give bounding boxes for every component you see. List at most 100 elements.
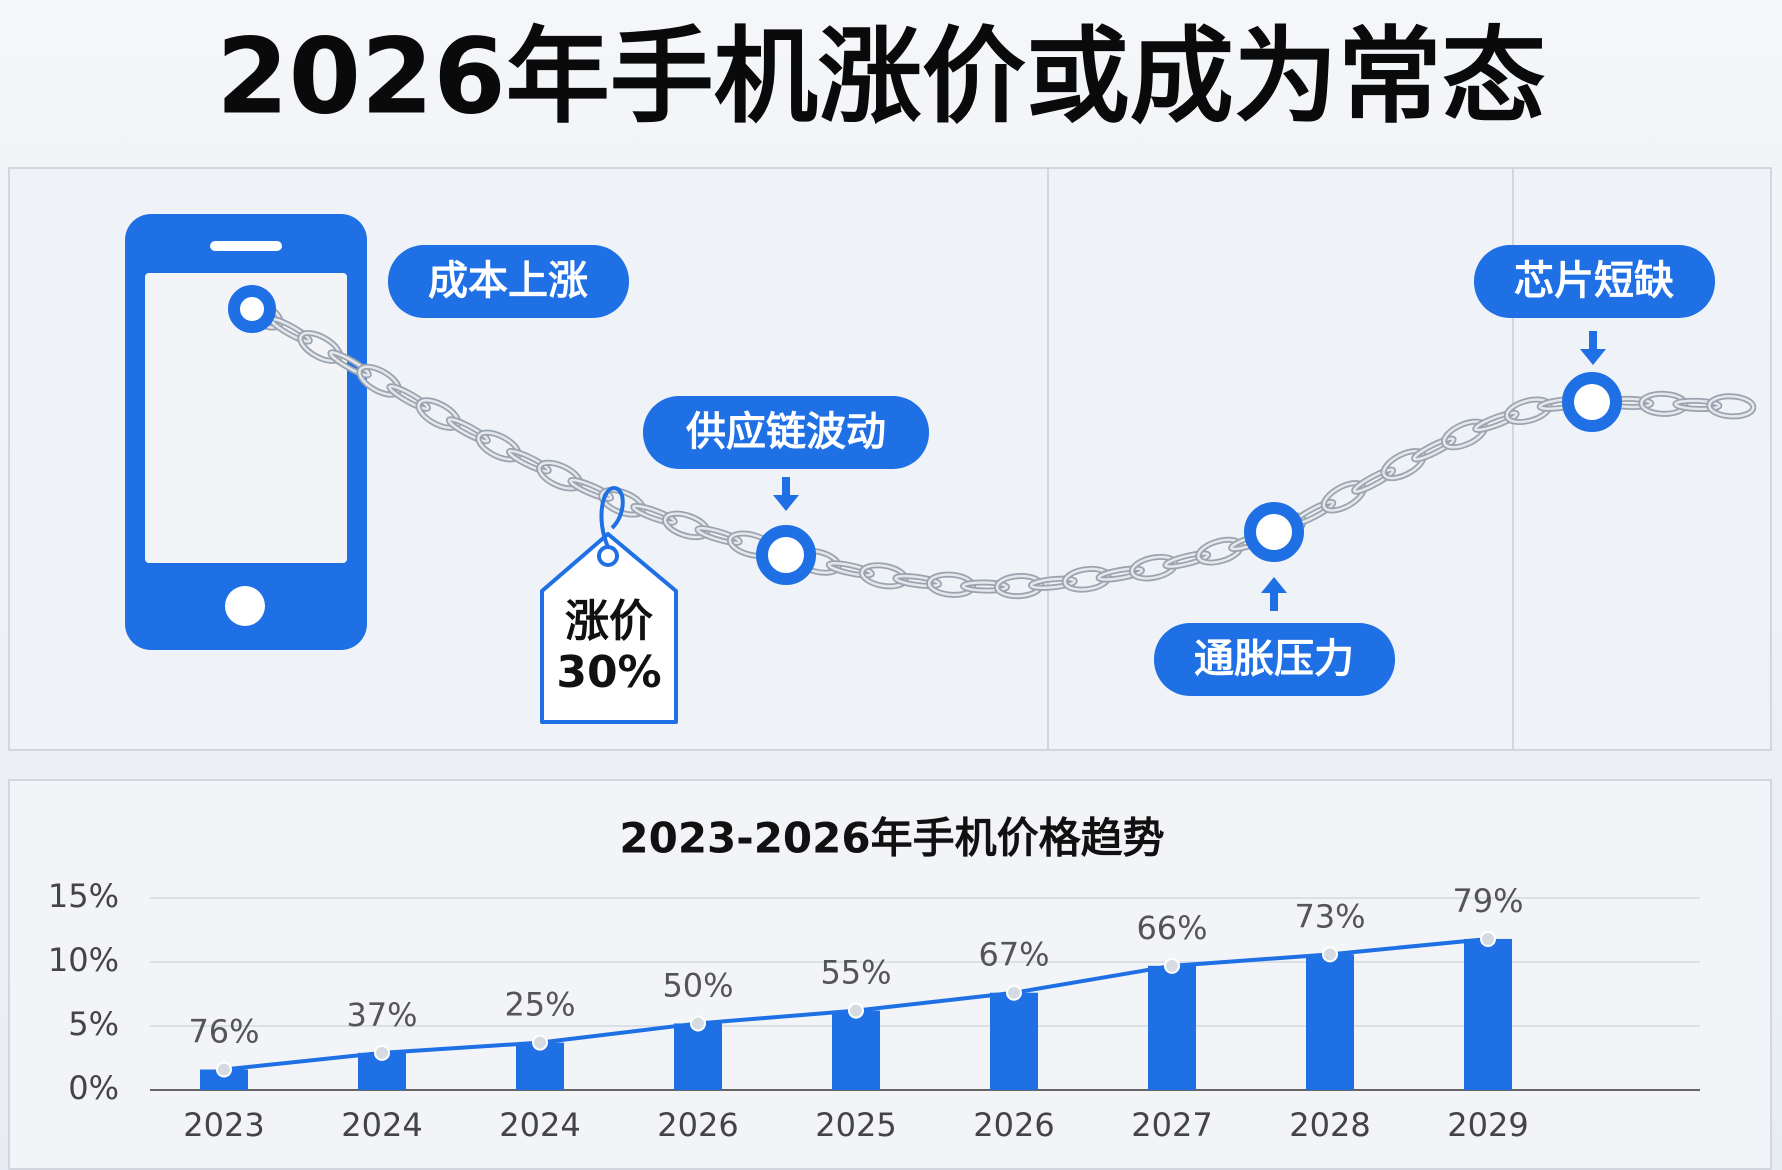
- point-label: 67%: [978, 936, 1049, 974]
- chain-link-shine: [1029, 577, 1077, 590]
- y-tick-label: 5%: [68, 1005, 119, 1043]
- chain-link-shine: [388, 384, 430, 411]
- chain-link-shine: [1164, 552, 1210, 568]
- chain-link-shine: [1352, 468, 1395, 493]
- chain-link-shine: [600, 488, 645, 516]
- phone-screen: [145, 273, 347, 563]
- x-tick-label: 2029: [1447, 1106, 1528, 1144]
- label-text: 芯片短缺: [1514, 258, 1674, 304]
- chain-link-shine: [632, 504, 676, 524]
- chain-link-shine: [299, 331, 342, 363]
- chain-link-shine: [1382, 449, 1425, 480]
- phone-icon: [125, 214, 367, 650]
- bar: [990, 992, 1038, 1090]
- trend-point: [216, 1061, 232, 1078]
- phone-button: [225, 586, 265, 626]
- chain-link-shine: [1640, 392, 1687, 416]
- bar: [200, 1069, 248, 1090]
- chain-link-shine: [1322, 481, 1365, 512]
- label-pill: [388, 245, 629, 318]
- chain-link-shine: [507, 449, 551, 473]
- point-label: 50%: [662, 966, 733, 1004]
- page-title: 2026年手机涨价或成为常态: [216, 15, 1545, 137]
- x-tick-label: 2024: [341, 1106, 422, 1144]
- x-tick-label: 2028: [1289, 1106, 1370, 1144]
- chain-node: [1562, 372, 1622, 432]
- arrow-down: [1580, 331, 1606, 365]
- chart-title: 2023-2026年手机价格趋势: [619, 814, 1164, 863]
- chain-node: [1244, 502, 1304, 562]
- chain-link-shine: [358, 365, 401, 396]
- trend-point: [848, 1002, 864, 1019]
- chain-node: [756, 525, 816, 585]
- chain-link-shine: [1708, 395, 1755, 418]
- trend-point: [374, 1044, 390, 1061]
- chain-link-shine: [537, 461, 582, 490]
- trend-point: [690, 1015, 706, 1032]
- chain-link-shine: [1197, 538, 1243, 564]
- chain-link-shine: [1063, 567, 1110, 591]
- x-tick-label: 2023: [183, 1106, 264, 1144]
- label-text: 通胀压力: [1194, 636, 1354, 682]
- y-tick-label: 0%: [68, 1069, 119, 1107]
- trend-point: [1164, 957, 1180, 974]
- chain-link-shine: [1442, 420, 1487, 449]
- arrow-up: [1261, 577, 1287, 611]
- point-label: 73%: [1294, 897, 1365, 935]
- chain-link-shine: [927, 573, 975, 597]
- label-text: 成本上涨: [428, 258, 588, 304]
- bar: [1306, 954, 1354, 1090]
- point-label: 37%: [346, 996, 417, 1034]
- y-tick-label: 10%: [48, 941, 119, 979]
- chain-node: [228, 285, 276, 333]
- bar: [1464, 938, 1512, 1090]
- phone-speaker: [210, 241, 282, 251]
- arrow-down: [773, 477, 799, 511]
- point-label: 25%: [504, 986, 575, 1024]
- trend-point: [1322, 946, 1338, 963]
- chain-link-shine: [447, 418, 490, 443]
- arrows: [773, 331, 1606, 611]
- point-label: 66%: [1136, 909, 1207, 947]
- bar: [1148, 965, 1196, 1090]
- bar: [674, 1023, 722, 1090]
- chain-link-shine: [696, 526, 741, 545]
- x-tick-label: 2025: [815, 1106, 896, 1144]
- chain-link-shine: [827, 562, 874, 577]
- bar: [832, 1010, 880, 1090]
- chain-link-shine: [1097, 567, 1144, 581]
- trend-point: [1480, 930, 1496, 947]
- x-tick-label: 2026: [973, 1106, 1054, 1144]
- chain-link-shine: [1474, 411, 1518, 432]
- trend-point: [1006, 984, 1022, 1001]
- y-tick-label: 15%: [48, 877, 119, 915]
- label-text: 供应链波动: [686, 409, 886, 455]
- chain-link-shine: [894, 574, 941, 588]
- x-tick-label: 2024: [499, 1106, 580, 1144]
- chain-link-shine: [1412, 437, 1455, 461]
- tag-string: [599, 485, 625, 548]
- point-label: 76%: [188, 1013, 259, 1051]
- x-tick-label: 2026: [657, 1106, 738, 1144]
- chain-link-shine: [663, 512, 709, 539]
- chain-link-shine: [477, 431, 520, 461]
- trend-point: [532, 1034, 548, 1051]
- chain-link-shine: [329, 351, 371, 377]
- point-label: 55%: [820, 954, 891, 992]
- chain-link-shine: [569, 478, 613, 500]
- chain-link-shine: [1130, 555, 1177, 580]
- chain-link-shine: [860, 564, 907, 588]
- tag-text: 30%: [556, 647, 661, 698]
- chain-link-shine: [417, 399, 460, 430]
- label-pill: [643, 396, 929, 469]
- chain-link-shine: [961, 581, 1009, 592]
- label-pill: [1474, 245, 1715, 318]
- x-tick-label: 2027: [1131, 1106, 1212, 1144]
- plot: 0% 5% 10% 15% 2023 2024 2024 2026 2025 2026 2027 20…: [48, 877, 1700, 1144]
- price-tag: [540, 532, 678, 724]
- chain-nodes: [228, 285, 1622, 585]
- label-pill: [1154, 623, 1395, 696]
- chain-link-shine: [1674, 399, 1721, 411]
